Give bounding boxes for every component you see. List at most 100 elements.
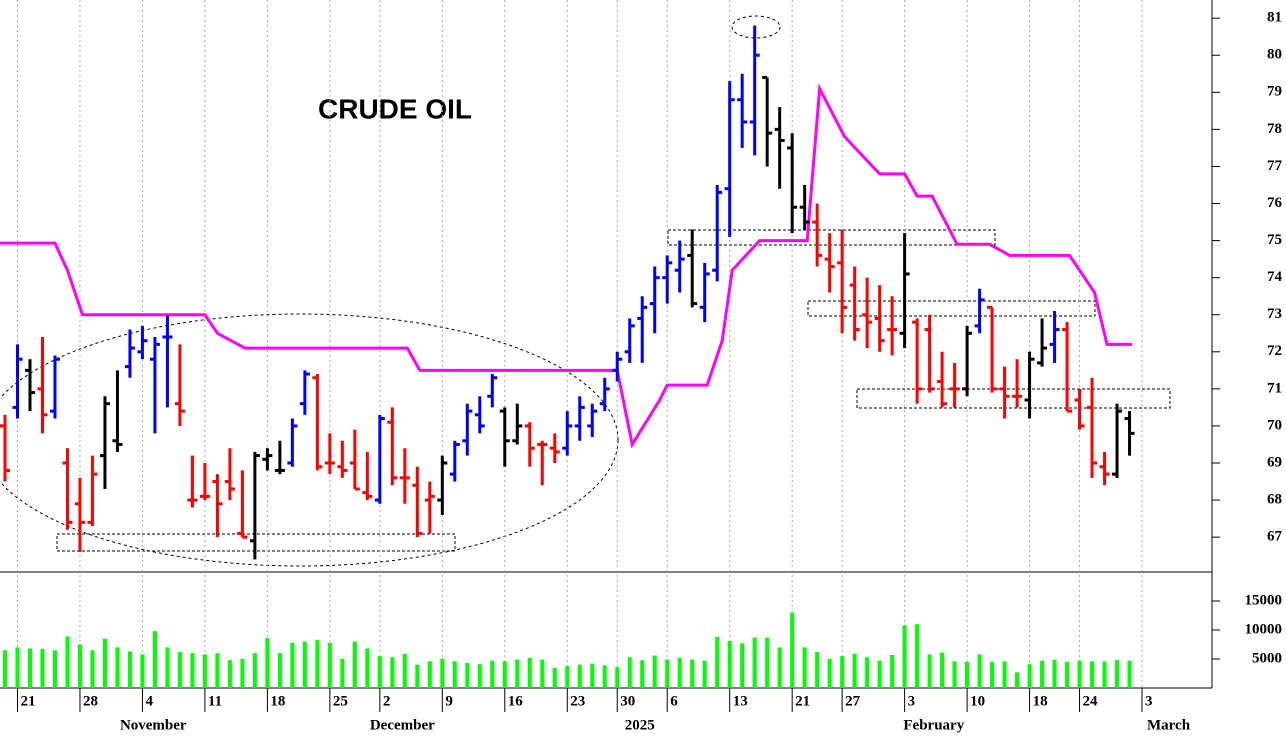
volume-bar <box>452 661 457 688</box>
volume-bar <box>340 659 345 688</box>
volume-bar <box>1052 659 1057 688</box>
annotation-box <box>667 229 996 246</box>
volume-bar <box>202 654 207 688</box>
volume-bar <box>665 659 670 688</box>
volume-bar <box>877 660 882 688</box>
y-tick-label: 73 <box>1267 306 1282 322</box>
x-tick-label: 11 <box>208 693 222 709</box>
x-tick-label: 27 <box>845 693 861 709</box>
annotation-ellipse <box>731 15 781 39</box>
x-tick-label: 18 <box>1033 693 1048 709</box>
annotation-ellipse <box>0 313 619 567</box>
volume-bar <box>277 653 282 688</box>
y-tick-label: 68 <box>1267 492 1282 508</box>
volume-tick-label: 10000 <box>1245 621 1283 637</box>
x-tick-label: 16 <box>508 693 524 709</box>
volume-bar <box>715 636 720 688</box>
volume-bar <box>390 657 395 688</box>
y-tick-label: 74 <box>1267 269 1283 285</box>
volume-bar <box>790 612 795 688</box>
volume-bar <box>765 637 770 688</box>
volume-bar <box>690 659 695 688</box>
volume-bar <box>615 667 620 688</box>
volume-bar <box>352 641 357 688</box>
volume-bar <box>102 638 107 688</box>
volume-bar <box>990 661 995 688</box>
volume-bar <box>1002 661 1007 688</box>
volume-bar <box>440 659 445 688</box>
x-tick-label: 21 <box>795 693 810 709</box>
volume-bar <box>940 652 945 688</box>
y-tick-label: 80 <box>1267 47 1282 63</box>
volume-bar <box>802 647 807 688</box>
x-tick-label: 25 <box>333 693 348 709</box>
volume-bar <box>1102 661 1107 688</box>
volume-bar <box>915 624 920 688</box>
volume-bar <box>140 654 145 688</box>
volume-bar <box>27 648 32 688</box>
y-tick-label: 71 <box>1267 380 1282 396</box>
y-tick-label: 72 <box>1267 343 1282 359</box>
annotation-box <box>856 388 1171 409</box>
month-label: December <box>370 717 435 733</box>
volume-bar <box>127 651 132 688</box>
volume-bar <box>177 652 182 688</box>
volume-bar <box>415 664 420 688</box>
volume-bar <box>302 641 307 688</box>
volume-bar <box>1015 672 1020 688</box>
volume-bar <box>1077 660 1082 688</box>
volume-bar <box>265 638 270 688</box>
volume-bar <box>327 642 332 688</box>
volume-bar <box>1115 660 1120 688</box>
volume-bar <box>952 661 957 688</box>
volume-bar <box>427 661 432 688</box>
volume-bar <box>777 647 782 688</box>
x-tick-label: 2 <box>383 693 391 709</box>
annotation-box <box>56 533 456 552</box>
volume-bar <box>827 659 832 688</box>
y-tick-label: 77 <box>1267 158 1283 174</box>
volume-bar <box>852 653 857 688</box>
volume-bar <box>702 660 707 688</box>
volume-bar <box>240 659 245 688</box>
volume-bar <box>565 665 570 688</box>
volume-bar <box>727 641 732 688</box>
volume-bar <box>40 649 45 688</box>
x-tick-label: 24 <box>1083 693 1099 709</box>
volume-bar <box>927 654 932 688</box>
volume-bar <box>190 653 195 688</box>
volume-bar <box>477 664 482 688</box>
volume-bar <box>52 650 57 688</box>
stop-line <box>0 83 1133 449</box>
x-tick-label: 21 <box>20 693 35 709</box>
volume-bar <box>515 659 520 688</box>
y-tick-label: 70 <box>1267 417 1282 433</box>
y-tick-label: 75 <box>1267 232 1282 248</box>
volume-bar <box>377 656 382 688</box>
volume-bar <box>502 661 507 688</box>
x-tick-label: 13 <box>733 693 748 709</box>
volume-tick-label: 5000 <box>1252 650 1282 666</box>
volume-bar <box>602 665 607 688</box>
volume-bar <box>1090 661 1095 688</box>
y-tick-label: 67 <box>1267 529 1283 545</box>
volume-bar <box>527 657 532 688</box>
volume-bar <box>740 643 745 688</box>
volume-bar <box>1027 664 1032 688</box>
volume-bar <box>402 653 407 688</box>
volume-bar <box>465 663 470 688</box>
volume-tick-label: 15000 <box>1245 592 1283 608</box>
x-tick-label: 18 <box>270 693 285 709</box>
month-label: February <box>903 717 964 733</box>
volume-bar <box>552 667 557 688</box>
volume-bar <box>865 657 870 688</box>
volume-bar <box>77 644 82 688</box>
volume-bar <box>65 636 70 688</box>
volume-bar <box>1127 660 1132 688</box>
volume-bar <box>490 660 495 688</box>
x-tick-label: 28 <box>83 693 98 709</box>
volume-bar <box>890 654 895 688</box>
x-tick-label: 10 <box>970 693 985 709</box>
volume-bar <box>215 653 220 688</box>
volume-bar <box>677 657 682 688</box>
